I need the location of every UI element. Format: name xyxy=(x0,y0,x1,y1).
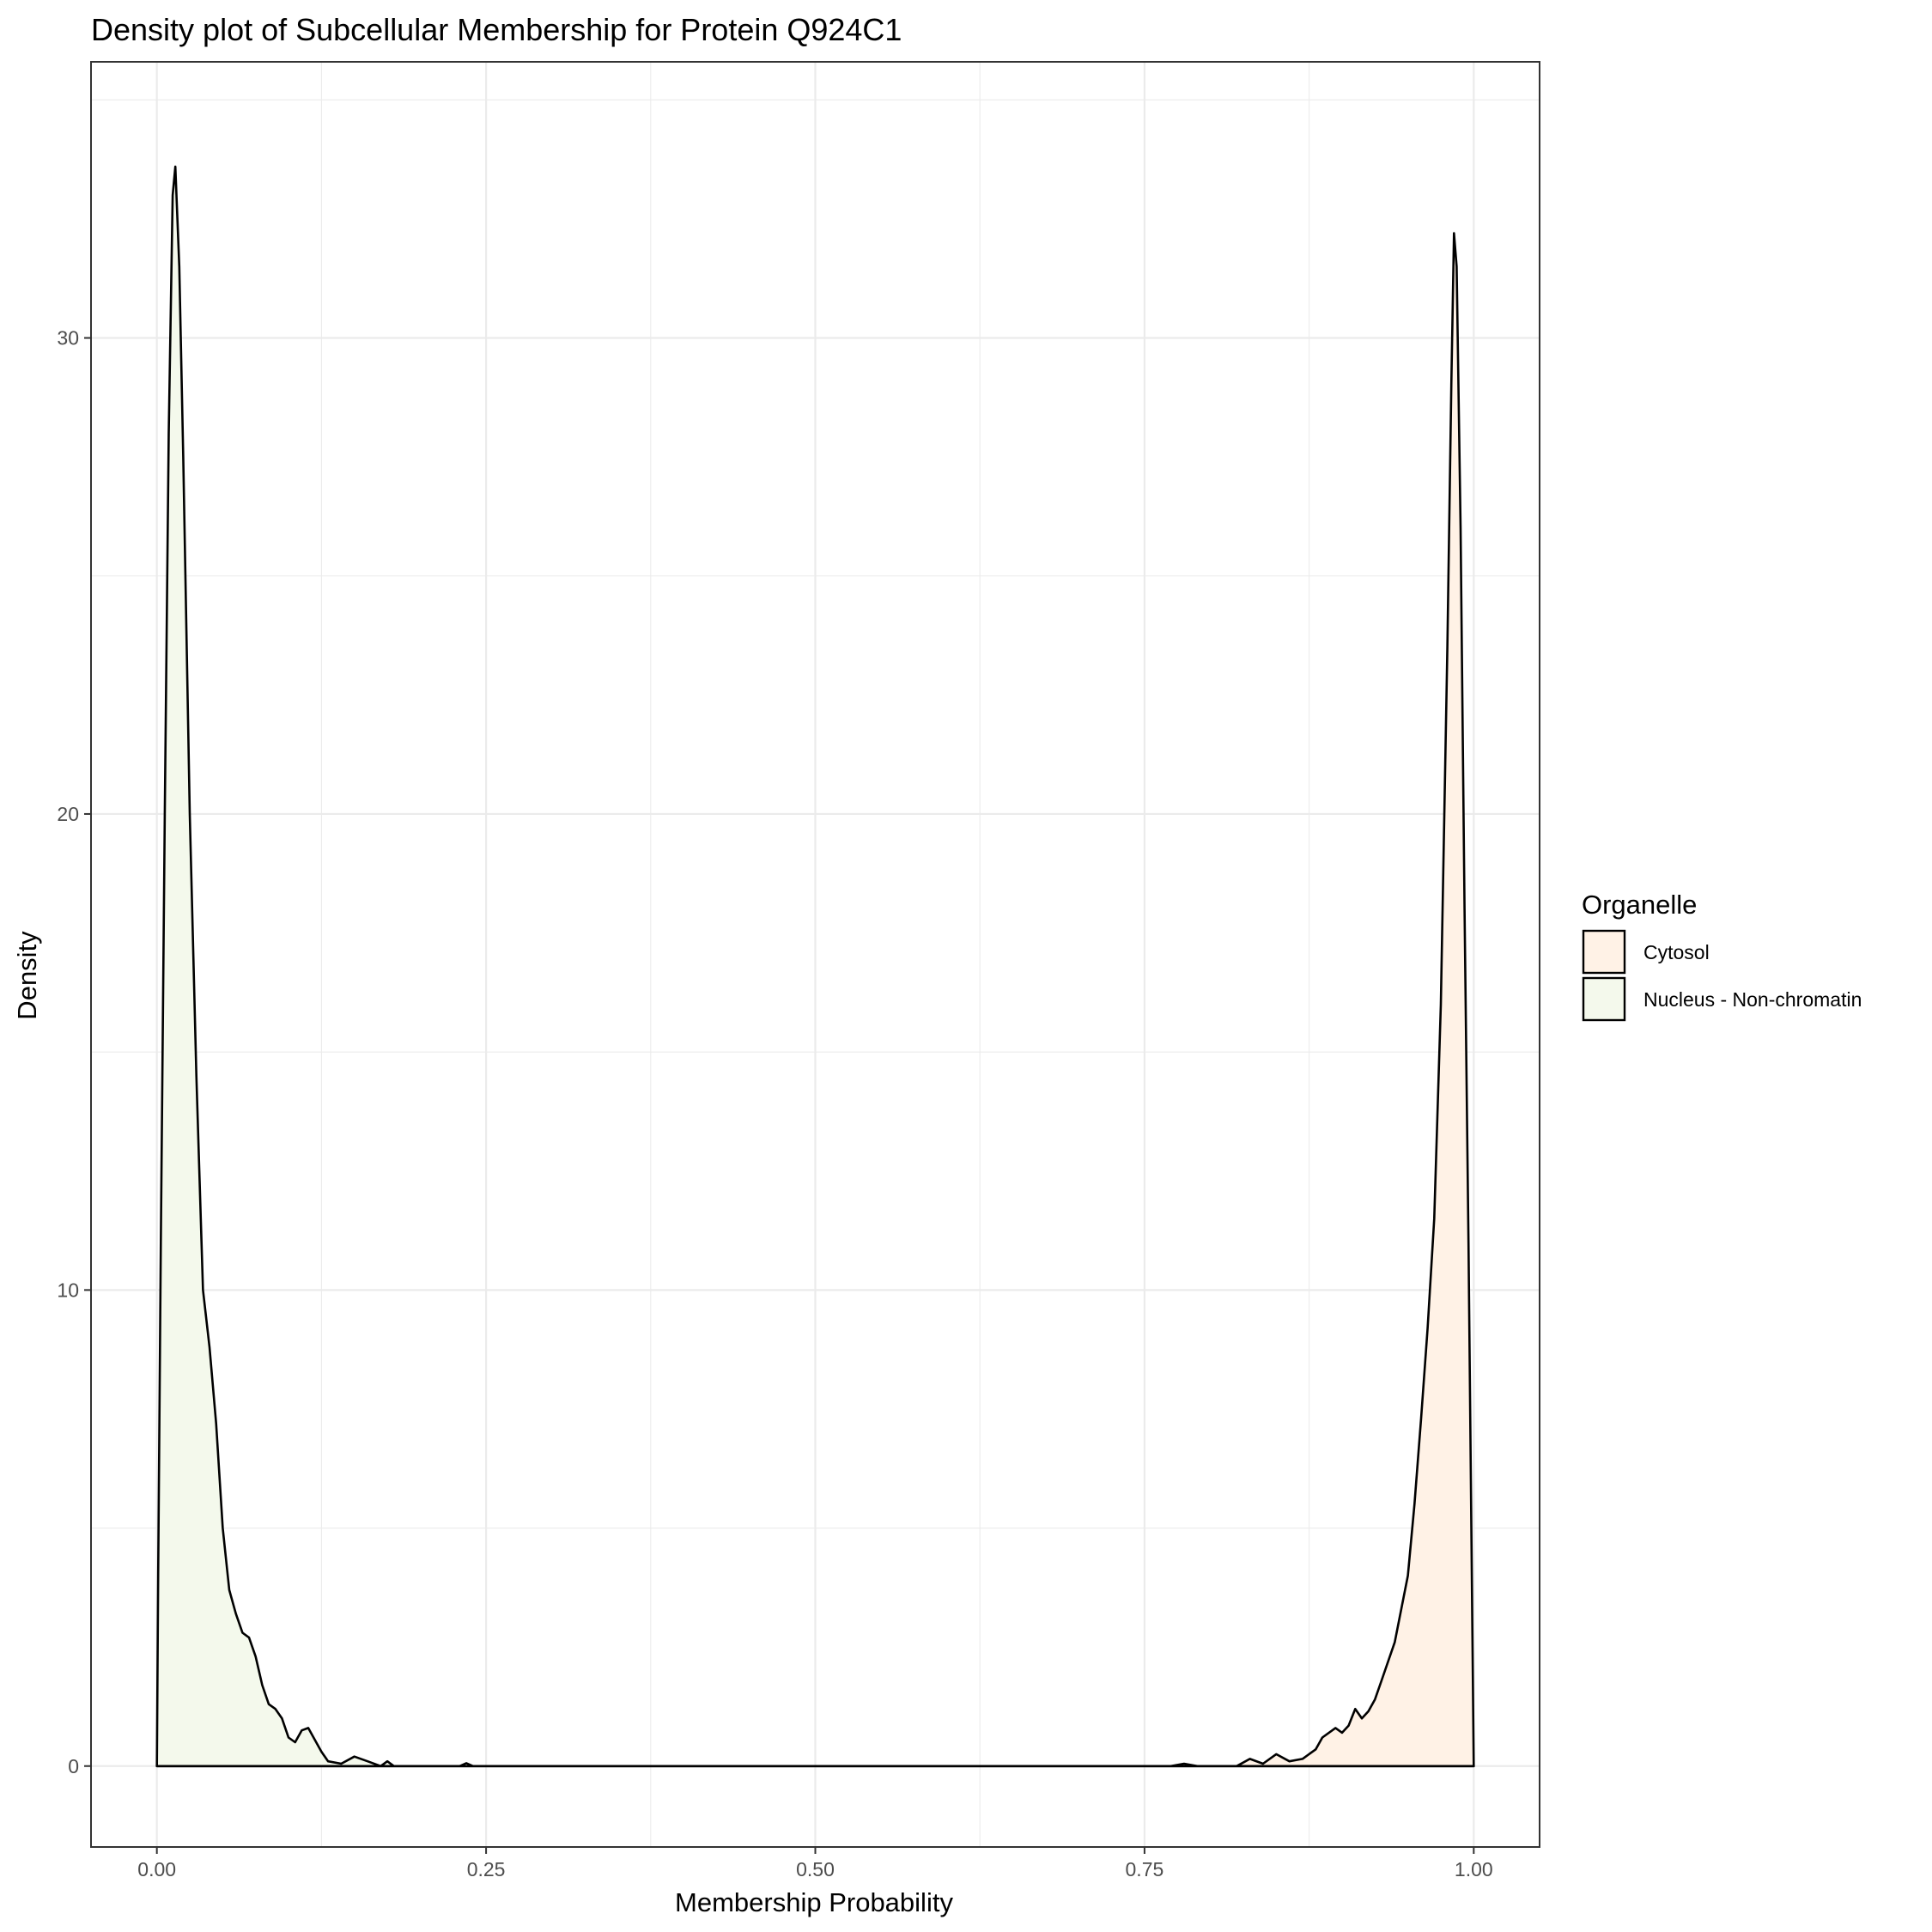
x-tick-label: 0.75 xyxy=(1126,1858,1164,1880)
x-tick-label: 0.25 xyxy=(467,1858,506,1880)
y-axis-ticks: 0 10 20 30 xyxy=(57,327,91,1777)
legend-entries: Cytosol Nucleus - Non-chromatin xyxy=(1582,929,1862,1022)
x-axis-title: Membership Probability xyxy=(675,1887,953,1917)
x-tick-label: 0.00 xyxy=(137,1858,176,1880)
density-area-cytosol xyxy=(155,232,1475,1768)
x-tick-label: 1.00 xyxy=(1455,1858,1493,1880)
legend-swatch-nucleus-non-chromatin xyxy=(1582,976,1626,1022)
y-axis-title: Density xyxy=(12,931,42,1020)
legend-swatch-cytosol xyxy=(1582,929,1626,975)
x-axis-ticks: 0.00 0.25 0.50 0.75 1.00 xyxy=(137,1847,1493,1880)
y-tick-label: 30 xyxy=(57,327,79,349)
chart-title: Density plot of Subcellular Membership f… xyxy=(91,12,902,47)
density-area-nucleus-non-chromatin xyxy=(155,165,1475,1768)
x-tick-label: 0.50 xyxy=(796,1858,835,1880)
grid-lines xyxy=(91,62,1540,1847)
y-tick-label: 10 xyxy=(57,1279,79,1301)
legend-title: Organelle xyxy=(1582,890,1697,920)
density-areas xyxy=(155,165,1475,1768)
legend: Organelle Cytosol Nucleus - Non-chromatin xyxy=(1582,890,1862,1022)
y-tick-label: 20 xyxy=(57,803,79,825)
y-tick-label: 0 xyxy=(68,1755,79,1777)
legend-label-cytosol: Cytosol xyxy=(1643,941,1710,963)
legend-label-nucleus-non-chromatin: Nucleus - Non-chromatin xyxy=(1643,988,1862,1011)
